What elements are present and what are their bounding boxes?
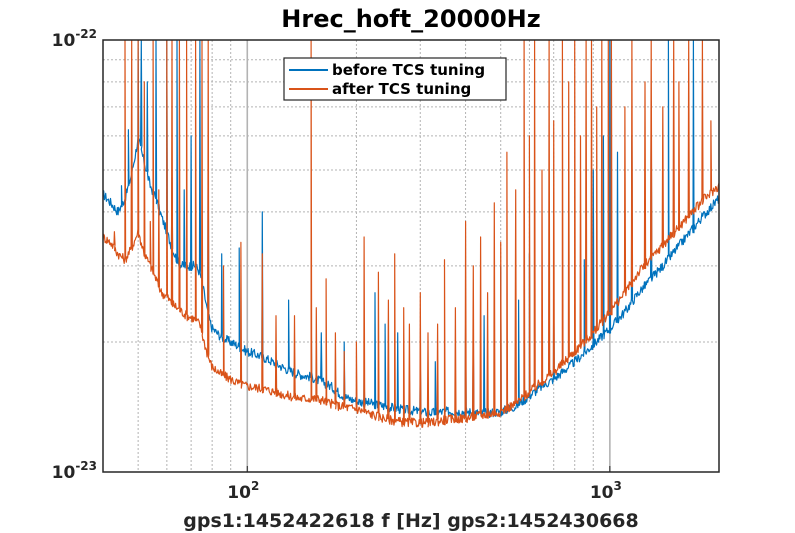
legend-box <box>283 57 507 101</box>
chart-title: Hrec_hoft_20000Hz <box>281 5 540 33</box>
series-line <box>103 40 719 418</box>
series-after <box>103 40 719 428</box>
legend: before TCS tuning after TCS tuning <box>283 57 507 101</box>
legend-label-before: before TCS tuning <box>332 61 485 79</box>
y-tick-label: 10-23 <box>52 459 97 483</box>
axes-box <box>102 39 720 473</box>
x-axis-label: gps1:1452422618 f [Hz] gps2:1452430668 <box>183 510 639 532</box>
tick-labels: 102 103 10-23 10-22 <box>52 27 622 503</box>
legend-label-after: after TCS tuning <box>332 80 471 98</box>
series-line <box>103 40 719 428</box>
series-before <box>103 40 719 418</box>
x-tick-label: 102 <box>227 479 259 503</box>
plot-area <box>103 40 719 428</box>
x-tick-label: 103 <box>590 479 622 503</box>
y-tick-label: 10-22 <box>52 27 97 51</box>
